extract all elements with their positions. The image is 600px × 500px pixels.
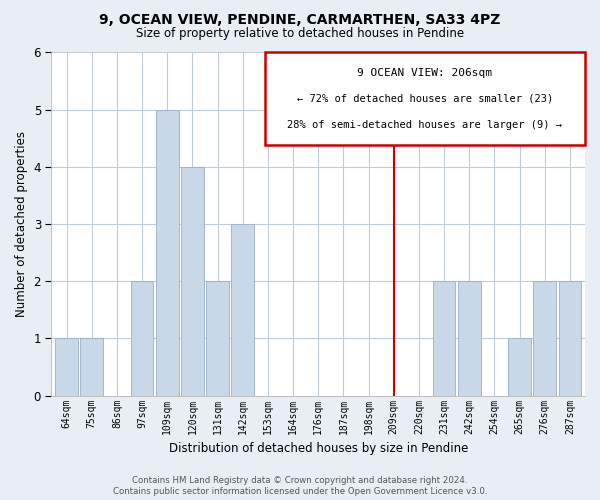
Bar xyxy=(433,282,455,396)
Bar xyxy=(458,282,481,396)
Bar xyxy=(508,338,531,396)
Bar xyxy=(80,338,103,396)
FancyBboxPatch shape xyxy=(265,52,585,145)
Bar xyxy=(156,110,179,396)
Bar xyxy=(55,338,78,396)
X-axis label: Distribution of detached houses by size in Pendine: Distribution of detached houses by size … xyxy=(169,442,468,455)
Bar xyxy=(131,282,154,396)
Text: 28% of semi-detached houses are larger (9) →: 28% of semi-detached houses are larger (… xyxy=(287,120,562,130)
Text: Contains public sector information licensed under the Open Government Licence v3: Contains public sector information licen… xyxy=(113,487,487,496)
Bar xyxy=(559,282,581,396)
Bar xyxy=(181,167,204,396)
Text: ← 72% of detached houses are smaller (23): ← 72% of detached houses are smaller (23… xyxy=(297,94,553,104)
Text: 9 OCEAN VIEW: 206sqm: 9 OCEAN VIEW: 206sqm xyxy=(358,68,493,78)
Bar xyxy=(533,282,556,396)
Bar xyxy=(206,282,229,396)
Bar xyxy=(232,224,254,396)
Text: Size of property relative to detached houses in Pendine: Size of property relative to detached ho… xyxy=(136,28,464,40)
Y-axis label: Number of detached properties: Number of detached properties xyxy=(15,131,28,317)
Text: 9, OCEAN VIEW, PENDINE, CARMARTHEN, SA33 4PZ: 9, OCEAN VIEW, PENDINE, CARMARTHEN, SA33… xyxy=(100,12,500,26)
Text: Contains HM Land Registry data © Crown copyright and database right 2024.: Contains HM Land Registry data © Crown c… xyxy=(132,476,468,485)
